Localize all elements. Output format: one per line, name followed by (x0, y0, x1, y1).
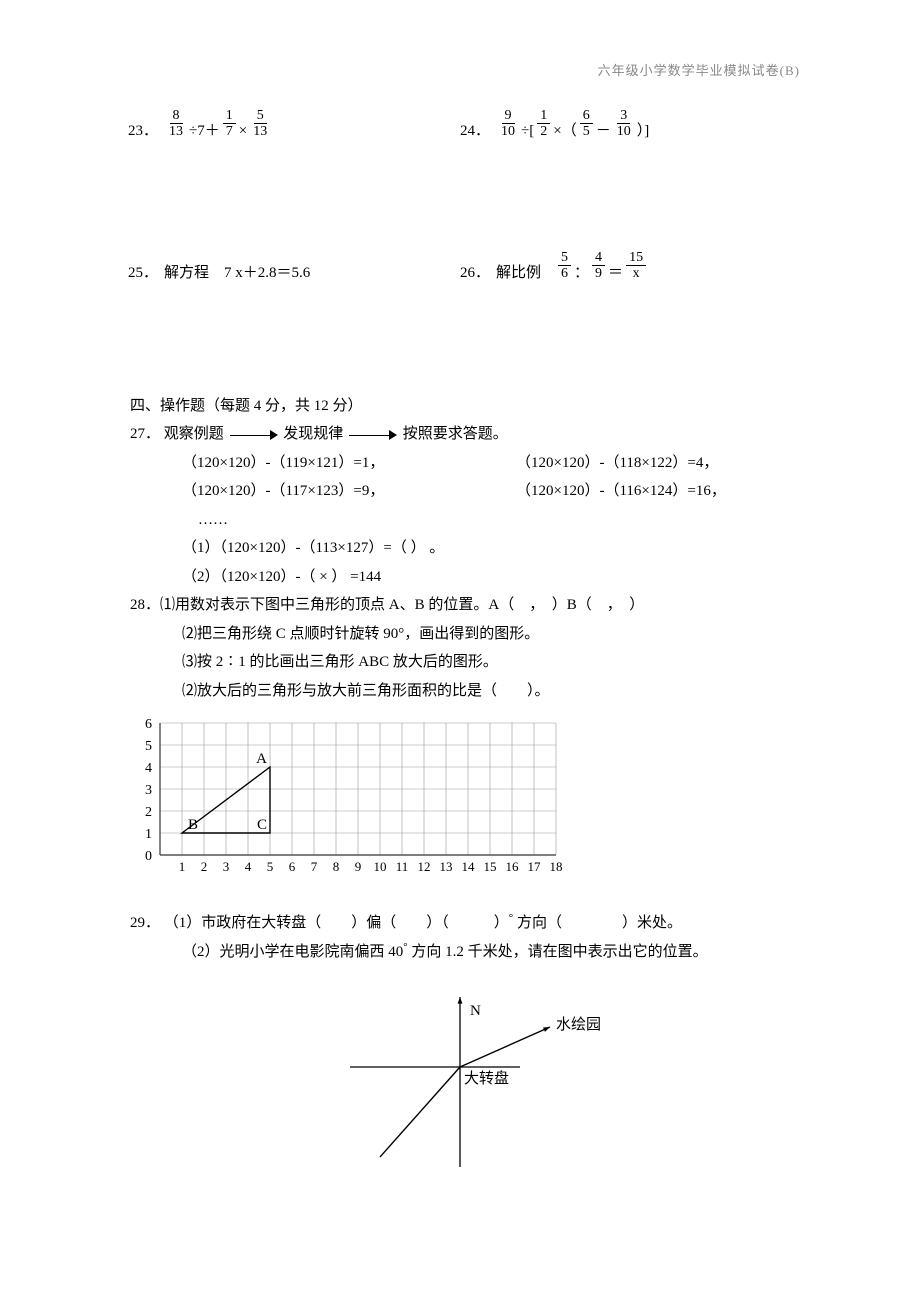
q24-num: 24． (460, 117, 490, 146)
svg-text:C: C (257, 817, 267, 833)
q27-line1: 27． 观察例题 发现规律 按照要求答题。 (130, 420, 850, 449)
q28-l4: ⑵放大后的三角形与放大前三角形面积的比是（ ）。 (182, 677, 850, 706)
svg-text:5: 5 (145, 739, 152, 754)
q27-obs: 观察例题 (164, 426, 224, 442)
q23-expr: 813 ÷7＋ 17 × 513 (164, 114, 272, 146)
q28-l2: ⑵把三角形绕 C 点顺时针旋转 90°，画出得到的图形。 (182, 620, 850, 649)
q29-l2a: （2）光明小学在电影院南偏西 40 (182, 944, 403, 960)
op: ： (574, 259, 589, 288)
frac: 56 (558, 250, 571, 282)
svg-text:14: 14 (462, 859, 476, 874)
q27-row1a: （120×120）-（119×121）=1， (182, 449, 516, 478)
q29-l2b: 方向 1.2 千米处，请在图中表示出它的位置。 (411, 944, 707, 960)
degree-mark: ° (509, 912, 513, 924)
op: － (596, 117, 611, 146)
page-body: 23． 813 ÷7＋ 17 × 513 24． 910 ÷[ 12 ×（ 65… (0, 0, 920, 1227)
svg-text:18: 18 (550, 859, 563, 874)
svg-text:7: 7 (311, 859, 318, 874)
frac: 12 (537, 108, 550, 140)
q26-label: 解比例 (496, 259, 556, 288)
svg-text:0: 0 (145, 849, 152, 864)
svg-text:9: 9 (355, 859, 362, 874)
frac: 813 (166, 108, 186, 140)
svg-text:17: 17 (528, 859, 542, 874)
frac: 65 (580, 108, 593, 140)
svg-text:8: 8 (333, 859, 340, 874)
q23-num: 23． (128, 117, 158, 146)
q29-num: 29． (130, 915, 160, 931)
q29-l2: （2）光明小学在电影院南偏西 40° 方向 1.2 千米处，请在图中表示出它的位… (182, 937, 850, 967)
q27-row2: （120×120）-（117×123）=9， （120×120）-（116×12… (182, 477, 850, 506)
svg-text:B: B (188, 817, 198, 833)
svg-text:2: 2 (145, 805, 152, 820)
op: ＝ (608, 259, 623, 288)
q27-row2a: （120×120）-（117×123）=9， (182, 477, 516, 506)
q27-find: 发现规律 (283, 426, 343, 442)
q25-num: 25． (128, 259, 158, 288)
frac: 513 (250, 108, 270, 140)
q29-l1b: 方向（ ）米处。 (517, 915, 682, 931)
op: ÷[ (521, 117, 534, 146)
frac: 49 (592, 250, 605, 282)
q27-num: 27． (130, 426, 160, 442)
section4-title: 四、操作题（每题 4 分，共 12 分） (130, 392, 850, 421)
svg-text:10: 10 (374, 859, 387, 874)
svg-text:2: 2 (201, 859, 208, 874)
svg-text:12: 12 (418, 859, 431, 874)
page-header: 六年级小学数学毕业模拟试卷(B) (598, 60, 800, 79)
svg-text:16: 16 (506, 859, 520, 874)
q26-expr: 56 ： 49 ＝ 15x (556, 256, 648, 288)
q28-l1: 28．⑴用数对表示下图中三角形的顶点 A、B 的位置。A（ ， ）B（ ， ） (130, 591, 850, 620)
svg-text:1: 1 (179, 859, 186, 874)
arrow-icon (349, 430, 397, 440)
svg-text:3: 3 (145, 783, 152, 798)
q25-text: 解方程 7 x＋2.8＝5.6 (164, 259, 310, 288)
op: ×（ (553, 117, 576, 146)
svg-text:4: 4 (245, 859, 252, 874)
frac: 310 (614, 108, 634, 140)
arrow-icon (230, 430, 278, 440)
op: ）] (637, 117, 650, 146)
q28-num: 28． (130, 597, 160, 613)
svg-text:N: N (470, 1003, 481, 1019)
q29-l1a: （1）市政府在大转盘（ ）偏（ ）（ ） (164, 915, 509, 931)
grid-chart: 0123456123456789101112131415161718ABC (130, 713, 850, 890)
svg-text:5: 5 (267, 859, 274, 874)
svg-text:水绘园: 水绘园 (556, 1016, 601, 1033)
q29-l1: 29． （1）市政府在大转盘（ ）偏（ ）（ ）° 方向（ ）米处。 (130, 908, 850, 938)
compass-svg: N 水绘园大转盘 (340, 977, 620, 1177)
q24-expr: 910 ÷[ 12 ×（ 65 － 310 ）] (496, 114, 650, 146)
compass-diagram: N 水绘园大转盘 (340, 977, 850, 1188)
op: ÷7＋ (189, 117, 220, 146)
q27-sub2: （2）（120×120）-（ × ） =144 (182, 563, 850, 592)
row-25-26: 25． 解方程 7 x＋2.8＝5.6 26． 解比例 56 ： 49 ＝ 15… (70, 256, 850, 288)
q27-row1: （120×120）-（119×121）=1， （120×120）-（118×12… (182, 449, 850, 478)
q26-num: 26． (460, 259, 490, 288)
svg-text:A: A (256, 751, 267, 767)
svg-text:13: 13 (440, 859, 453, 874)
row-23-24: 23． 813 ÷7＋ 17 × 513 24． 910 ÷[ 12 ×（ 65… (70, 114, 850, 146)
svg-text:3: 3 (223, 859, 230, 874)
svg-text:6: 6 (289, 859, 296, 874)
q28-l1-text: ⑴用数对表示下图中三角形的顶点 A、B 的位置。A（ ， ）B（ ， ） (160, 597, 644, 613)
grid-svg: 0123456123456789101112131415161718ABC (130, 713, 566, 879)
q27-row2b: （120×120）-（116×124）=16， (516, 477, 850, 506)
svg-text:1: 1 (145, 827, 152, 842)
degree-mark: ° (403, 941, 407, 953)
q27-ans: 按照要求答题。 (403, 426, 508, 442)
q27-sub1: （1）（120×120）-（113×127）=（ ） 。 (182, 534, 850, 563)
svg-text:15: 15 (484, 859, 497, 874)
svg-text:4: 4 (145, 761, 152, 776)
svg-text:大转盘: 大转盘 (464, 1069, 509, 1087)
op: × (239, 117, 247, 146)
q27-dots: …… (198, 506, 850, 535)
frac: 910 (498, 108, 518, 140)
frac: 17 (223, 108, 236, 140)
q27-row1b: （120×120）-（118×122）=4， (516, 449, 850, 478)
svg-text:11: 11 (396, 859, 409, 874)
frac: 15x (626, 250, 646, 282)
svg-text:6: 6 (145, 717, 152, 732)
q28-l3: ⑶按 2∶1 的比画出三角形 ABC 放大后的图形。 (182, 648, 850, 677)
